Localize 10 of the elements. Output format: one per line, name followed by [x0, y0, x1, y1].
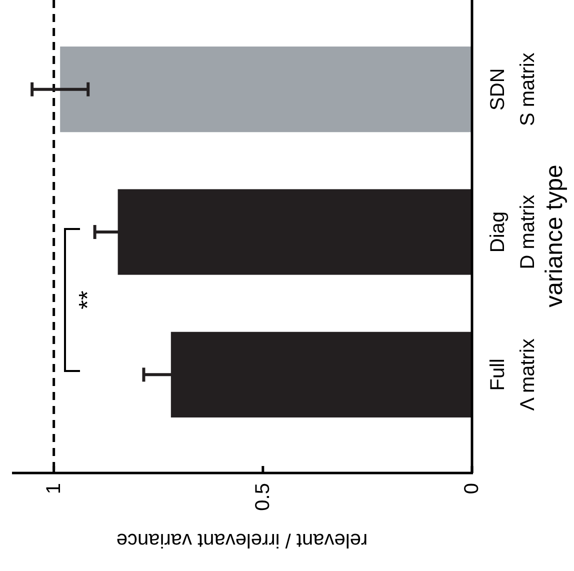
x-tick-label: 0 [461, 483, 483, 494]
y-tick-label: Diag D matrix [487, 194, 539, 270]
bar [60, 46, 472, 132]
x-axis-title: relevant / irrelevant variance [116, 529, 368, 551]
y-tick-label: SDN S matrix [487, 52, 539, 126]
annotation: ** [74, 290, 102, 310]
x-tick-label: 0.5 [252, 483, 274, 511]
y-axis-title: variance type [541, 164, 568, 308]
y-tick-label: Full Λ matrix [487, 338, 539, 411]
x-tick-label: 1 [42, 483, 65, 494]
